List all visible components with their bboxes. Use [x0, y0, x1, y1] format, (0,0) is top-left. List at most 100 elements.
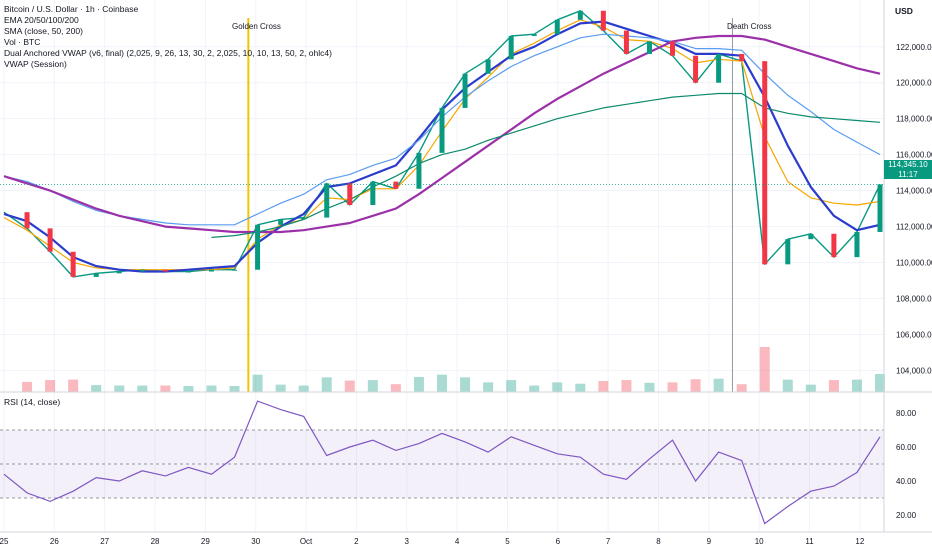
last-price: 114,345.10 — [888, 160, 928, 169]
volume-bar — [483, 382, 494, 392]
price-candle — [370, 181, 376, 205]
time-tick-label: 3 — [405, 537, 410, 546]
volume-bar — [805, 384, 816, 392]
volume-bar — [851, 379, 862, 392]
volume-bar — [575, 383, 586, 392]
volume-bars — [22, 347, 885, 392]
legend-volume[interactable]: Vol · BTC — [4, 37, 41, 47]
rsi-tick-label: 40.00 — [896, 477, 917, 486]
volume-bar — [68, 379, 79, 392]
price-candle — [139, 269, 145, 272]
volume-bar — [45, 380, 56, 392]
price-tick-label: 120,000.00 — [896, 79, 932, 88]
volume-bar — [390, 384, 401, 392]
price-candle — [554, 19, 560, 35]
time-tick-label: 8 — [656, 537, 661, 546]
volume-bar — [344, 380, 355, 392]
volume-bar — [229, 386, 240, 392]
cross-markers — [247, 18, 733, 392]
volume-bar — [22, 381, 33, 392]
price-tick-label: 122,000.00 — [896, 43, 932, 52]
volume-bar — [621, 380, 632, 392]
price-candle — [347, 183, 353, 205]
price-candle — [577, 10, 583, 20]
time-tick-label: 2 — [354, 537, 359, 546]
price-candle — [623, 30, 629, 54]
volume-bar — [413, 376, 424, 392]
volume-bar — [298, 385, 309, 392]
price-tick-label: 104,000.00 — [896, 366, 932, 375]
price-candle — [785, 239, 791, 265]
time-tick-label: 26 — [50, 537, 59, 546]
price-candle — [393, 181, 399, 189]
price-candle — [439, 107, 445, 153]
price-candle — [278, 219, 284, 225]
volume-bar — [506, 380, 517, 392]
time-tick-label: 4 — [455, 537, 460, 546]
volume-bar — [160, 385, 171, 392]
rsi-band-fill — [0, 430, 884, 498]
price-candle — [508, 35, 514, 60]
price-candle — [762, 61, 768, 265]
time-tick-label: 30 — [251, 537, 260, 546]
time-tick-label: 25 — [0, 537, 9, 546]
rsi-line — [3, 400, 881, 525]
volume-bar — [460, 377, 471, 392]
chart-legend: Bitcoin / U.S. Dollar · 1h · Coinbase EM… — [4, 4, 332, 70]
legend-dual-vwap[interactable]: Dual Anchored VWAP (v6, final) (2,025, 9… — [4, 48, 332, 58]
volume-bar — [137, 385, 148, 392]
time-tick-label: 10 — [755, 537, 764, 546]
death-cross-label: Death Cross — [727, 22, 772, 31]
price-candle — [416, 152, 422, 189]
price-candle — [531, 34, 537, 36]
volume-bar — [321, 377, 332, 392]
price-candle — [831, 233, 837, 258]
price-tick-label: 110,000.00 — [896, 259, 932, 268]
price-candle — [255, 224, 261, 270]
volume-bar — [875, 373, 885, 392]
time-tick-label: 29 — [201, 537, 210, 546]
price-candle — [693, 55, 699, 83]
legend-sma[interactable]: SMA (close, 50, 200) — [4, 26, 83, 36]
time-tick-label: 5 — [505, 537, 510, 546]
chart-grid — [0, 0, 884, 532]
series-line-vwap-anchored- — [211, 92, 881, 238]
legend-vwap[interactable]: VWAP (Session) — [4, 59, 67, 69]
price-tick-label: 116,000.00 — [896, 151, 932, 160]
rsi-tick-label: 60.00 — [896, 443, 917, 452]
time-tick-label: Oct — [300, 537, 313, 546]
rsi-tick-label: 20.00 — [896, 511, 917, 520]
volume-bar — [275, 384, 286, 392]
last-price-tag: 114,345.10 11:17 — [884, 160, 932, 179]
bar-countdown: 11:17 — [898, 169, 918, 179]
volume-bar — [252, 374, 263, 392]
volume-bar — [552, 382, 563, 392]
golden-cross-label: Golden Cross — [232, 22, 281, 31]
volume-bar — [782, 379, 793, 392]
price-candle — [185, 271, 191, 273]
symbol-title[interactable]: Bitcoin / U.S. Dollar · 1h · Coinbase — [4, 4, 139, 14]
rsi-bands — [0, 429, 884, 499]
volume-bar — [598, 381, 609, 392]
price-candle — [324, 183, 330, 218]
volume-bar — [91, 385, 102, 392]
rsi-series — [3, 400, 881, 525]
volume-bar — [736, 384, 747, 392]
currency-label[interactable]: USD — [895, 6, 913, 16]
legend-ema[interactable]: EMA 20/50/100/200 — [4, 15, 79, 25]
price-series — [0, 10, 884, 278]
volume-bar — [667, 382, 678, 392]
time-tick-label: 7 — [606, 537, 611, 546]
price-candle — [485, 59, 491, 74]
price-tick-label: 108,000.00 — [896, 294, 932, 303]
price-candle — [854, 231, 860, 258]
rsi-legend[interactable]: RSI (14, close) — [4, 397, 61, 407]
volume-bar — [114, 385, 125, 392]
price-tick-label: 112,000.00 — [896, 223, 932, 232]
price-candle — [646, 41, 652, 54]
price-candle — [93, 273, 99, 277]
volume-bar — [529, 385, 540, 392]
rsi-tick-label: 80.00 — [896, 409, 917, 418]
price-tick-label: 106,000.00 — [896, 330, 932, 339]
